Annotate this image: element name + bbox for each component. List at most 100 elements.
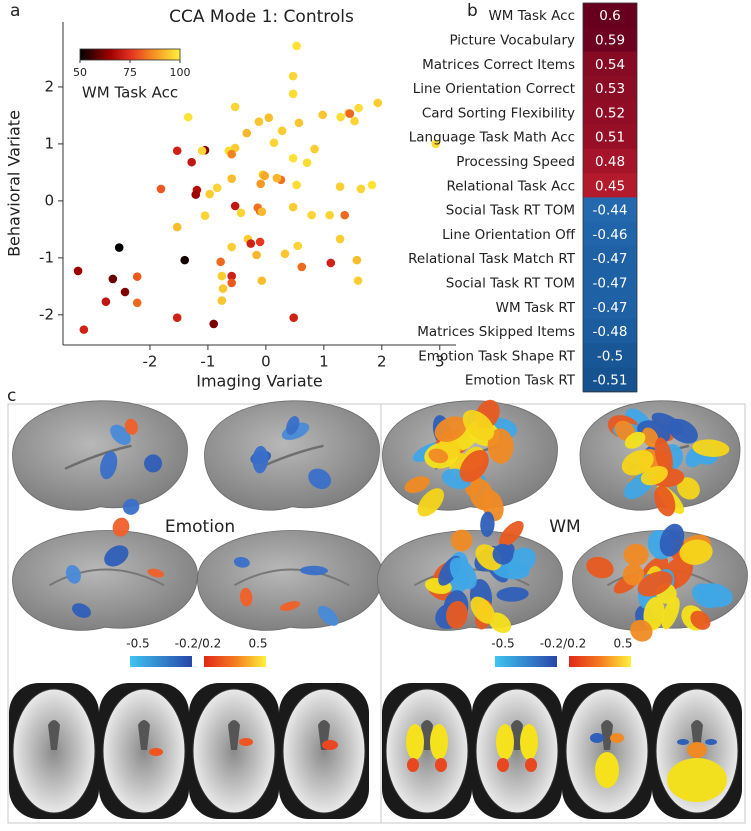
data-point	[256, 179, 265, 189]
activation-blob	[430, 724, 448, 760]
activation-blob	[690, 610, 711, 630]
y-tick-label: -2	[39, 305, 54, 323]
data-point	[307, 210, 316, 220]
cell-value: 0.51	[595, 130, 625, 146]
data-point	[217, 271, 227, 281]
y-axis-label: Behavioral Variate	[5, 110, 24, 257]
data-point	[310, 144, 319, 154]
y-tick-label: 2	[44, 77, 54, 95]
data-point	[180, 255, 190, 265]
brain-surface	[197, 530, 383, 631]
data-point	[297, 262, 307, 272]
activation-blob	[407, 758, 419, 772]
heatmap-cell	[583, 343, 637, 368]
colorbar-tick-label: -0.5	[126, 637, 149, 651]
row-label: Card Sorting Flexibility	[422, 105, 575, 121]
cell-value: 0.48	[595, 154, 625, 170]
panel-frame	[7, 403, 746, 824]
heatmap-cell	[583, 148, 637, 174]
colorbar-label: WM Task Acc	[82, 84, 178, 102]
row-label: Relational Task Acc	[446, 178, 575, 194]
row-label: Social Task RT TOM	[446, 203, 575, 219]
slice-ventricle	[511, 720, 523, 750]
data-point	[302, 158, 312, 168]
x-tick-label: 3	[435, 353, 445, 371]
activation-blob	[659, 523, 685, 557]
data-point	[205, 189, 214, 199]
activation-blob	[299, 565, 329, 576]
data-point	[114, 243, 124, 252]
data-point	[172, 146, 182, 156]
cell-value: 0.54	[595, 57, 625, 73]
brain-slice	[12, 688, 96, 814]
data-point	[73, 266, 83, 276]
activation-blob	[520, 724, 538, 760]
data-point	[187, 157, 196, 167]
activation-blob	[492, 543, 514, 565]
data-point	[356, 184, 366, 194]
cell-value: 0.6	[599, 8, 620, 24]
row-label: Relational Task Match RT	[408, 251, 576, 267]
slice-ventricle	[48, 720, 60, 750]
colorbar-tick-label: 0.5	[613, 637, 632, 651]
data-point	[246, 239, 256, 248]
activation-blob	[322, 740, 338, 750]
activation-blob	[643, 597, 665, 631]
slice-ventricle	[228, 720, 240, 750]
data-point	[293, 241, 303, 251]
heatmap-cell	[583, 51, 637, 77]
activation-blob	[692, 439, 730, 457]
cell-value: 0.53	[595, 81, 625, 97]
activation-blob	[104, 545, 129, 567]
data-point	[289, 313, 298, 322]
data-point	[350, 116, 359, 126]
activation-blob	[279, 601, 301, 611]
data-point	[236, 208, 246, 218]
data-point	[280, 249, 290, 259]
data-point	[292, 180, 301, 190]
slice-ventricle	[601, 720, 613, 750]
activation-blob	[404, 476, 430, 494]
brain-sulcus	[64, 444, 132, 470]
activation-blob	[406, 724, 424, 760]
heatmap-cell	[583, 100, 637, 125]
activation-blob	[497, 758, 509, 772]
brain-panel-label: WM	[549, 517, 580, 537]
data-point	[217, 296, 227, 305]
data-point	[156, 184, 166, 194]
cell-value: 0.59	[595, 32, 625, 48]
brain-slice	[102, 688, 186, 814]
activation-blob	[317, 605, 339, 626]
data-point	[227, 271, 236, 281]
activation-blob	[498, 520, 524, 547]
activation-blob	[610, 733, 624, 743]
heatmap-cell	[583, 270, 637, 296]
data-point	[288, 153, 298, 163]
data-point	[172, 313, 182, 322]
activation-blob	[252, 445, 269, 474]
activation-blob	[445, 600, 468, 629]
activation-blob	[239, 587, 253, 607]
x-axis-label: Imaging Variate	[196, 372, 323, 391]
activation-blob	[637, 571, 673, 597]
brain-maps	[9, 399, 748, 819]
colorbar-tick-label: 75	[123, 66, 137, 79]
activation-blob	[621, 449, 654, 476]
row-label: Line Orientation Correct	[413, 81, 575, 97]
data-point	[257, 207, 267, 216]
panel-label: b	[467, 1, 478, 21]
activation-blob	[492, 561, 530, 580]
data-point	[200, 211, 210, 220]
brain-slice	[475, 688, 559, 814]
activation-blob	[449, 557, 477, 590]
data-point	[230, 102, 240, 112]
activation-blob	[112, 517, 130, 537]
data-point	[227, 149, 236, 159]
colorbar-tick-label: -0.2/0.2	[175, 637, 222, 651]
activation-blob	[687, 742, 707, 758]
activation-blob	[692, 583, 720, 609]
activation-blob	[100, 451, 118, 480]
row-label: Language Task Math Acc	[409, 130, 575, 146]
activation-blob	[462, 410, 495, 441]
activation-blob	[677, 739, 689, 745]
